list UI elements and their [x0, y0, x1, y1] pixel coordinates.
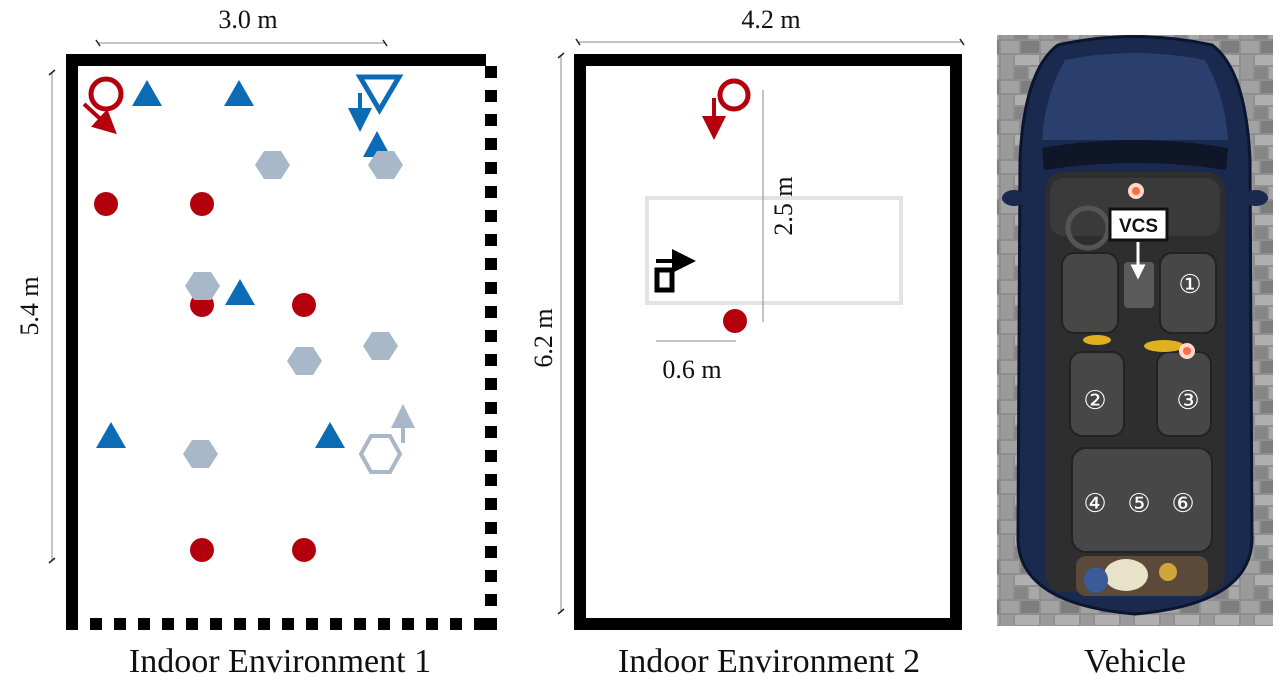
car-left-mirror: [1002, 190, 1026, 206]
vcs-box: [1108, 207, 1169, 242]
env1-top-wall: [66, 54, 486, 66]
env1-left-wall: [66, 54, 78, 630]
env1-receiver-direction-arrow-icon: [82, 102, 117, 135]
env1-blue-triangle-icon: [96, 422, 126, 448]
front-left-seat: [1061, 252, 1119, 334]
env1-red-dot-icon: [190, 192, 214, 216]
vehicle-panel: VCS ① ② ③ ④ ⑤ ⑥ Vehicle: [997, 35, 1273, 680]
env1-blue-triangle-icon: [224, 80, 254, 106]
env2-caption: Indoor Environment 2: [618, 643, 920, 680]
env2-offset-label: 0.6 m: [662, 355, 721, 384]
seat-number-5: ⑤: [1127, 489, 1150, 519]
env1-grey-hexagon-icon: [287, 347, 322, 375]
seat-number-6: ⑥: [1171, 489, 1194, 519]
environment-1-panel: 3.0 m 5.4 m: [15, 5, 497, 680]
env1-grey-hexagon-icon: [363, 332, 398, 360]
front-lamp-core-icon: [1132, 187, 1140, 195]
vehicle-caption: Vehicle: [1084, 643, 1186, 680]
env1-height-tick-top: [48, 69, 56, 76]
env1-width-label: 3.0 m: [218, 5, 277, 34]
trunk-item: [1104, 559, 1148, 591]
seat-number-4: ④: [1083, 489, 1106, 519]
rear-bench-seat: [1071, 447, 1213, 553]
env1-red-dot-icon: [94, 192, 118, 216]
car-hood: [1042, 53, 1228, 140]
env2-height-label: 6.2 m: [529, 308, 558, 367]
env1-hexagon-outline-icon: [358, 434, 403, 474]
env1-grey-hexagon-icon: [255, 151, 290, 179]
seat-number-2: ②: [1083, 386, 1106, 416]
env1-height-label: 5.4 m: [15, 276, 44, 335]
env2-width-label: 4.2 m: [741, 5, 800, 34]
car-dashboard: [1050, 178, 1220, 236]
seat-number-1: ①: [1178, 270, 1201, 300]
env1-blue-triangle-icon: [363, 131, 391, 157]
middle-left-seat: [1069, 351, 1125, 437]
env1-caption: Indoor Environment 1: [129, 643, 431, 680]
env1-receiver-ring-icon: [88, 76, 124, 112]
rear-lamp-core-icon: [1183, 347, 1191, 355]
yellow-accent: [1144, 340, 1184, 352]
env1-width-tick-left: [95, 39, 101, 47]
env1-grey-hexagon-icon: [183, 440, 218, 468]
env2-red-dot-icon: [723, 309, 747, 333]
front-right-seat: [1159, 252, 1217, 334]
vcs-label: VCS: [1119, 216, 1158, 237]
env2-inner-height-label: 2.5 m: [769, 176, 798, 235]
car-right-mirror: [1244, 190, 1268, 206]
env1-height-tick-bottom: [48, 557, 56, 564]
trunk-item: [1084, 567, 1108, 593]
env2-inner-area: [645, 196, 903, 305]
steering-wheel: [1065, 205, 1111, 251]
env2-height-tick-top: [557, 52, 565, 59]
env2-width-tick-right: [959, 38, 965, 46]
env2-transmitter-square-icon: [654, 267, 675, 293]
env1-blue-triangle-icon: [132, 80, 162, 106]
environment-2-panel: 4.2 m 6.2 m 2.5 m 0.6 m Indoor Environme…: [529, 5, 965, 680]
trunk-item: [1159, 563, 1177, 581]
car-windshield: [1042, 140, 1228, 170]
env1-width-tick-right: [382, 39, 388, 47]
env2-receiver-ring-icon: [717, 78, 751, 112]
env2-width-tick-left: [575, 38, 581, 46]
env1-grey-hexagon-icon: [185, 272, 220, 300]
env1-grey-hexagon-icon: [368, 151, 403, 179]
env1-red-dot-icon: [292, 538, 316, 562]
seat-number-3: ③: [1176, 386, 1199, 416]
env1-blue-triangle-icon: [225, 279, 255, 305]
env1-red-dot-icon: [190, 538, 214, 562]
env1-red-dot-icon: [292, 293, 316, 317]
env1-transmitter-outline-icon: [355, 74, 404, 115]
env2-height-tick-bottom: [557, 608, 565, 615]
yellow-accent: [1083, 335, 1111, 345]
env1-blue-triangle-icon: [315, 422, 345, 448]
env2-room-walls: [574, 54, 962, 630]
